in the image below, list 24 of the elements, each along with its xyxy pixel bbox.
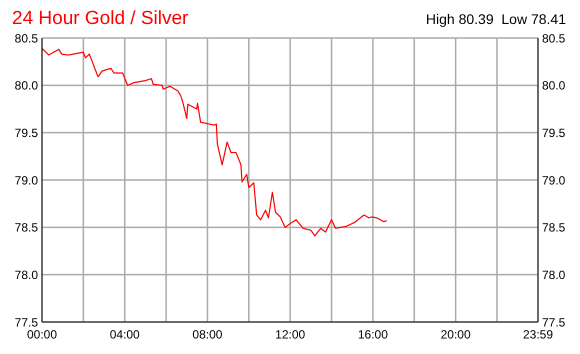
x-tick-label: 08:00 — [192, 328, 223, 342]
x-tick-label: 04:00 — [110, 328, 140, 342]
y-tick-label: 79.0 — [14, 173, 38, 188]
y2-tick-label: 77.5 — [542, 315, 566, 330]
y-tick-label: 78.0 — [14, 268, 38, 282]
y2-tick-label: 78.0 — [542, 268, 566, 282]
y2-tick-label: 80.5 — [542, 31, 566, 46]
x-tick-label: 20:00 — [440, 328, 471, 342]
x-tick-label: 23:59 — [522, 328, 554, 342]
y2-tick-label: 79.5 — [542, 126, 566, 140]
y-tick-label: 77.5 — [14, 315, 38, 330]
y2-tick-label: 78.5 — [542, 220, 566, 235]
line-series — [42, 48, 388, 236]
x-tick-label: 00:00 — [26, 328, 58, 342]
y2-tick-label: 79.0 — [542, 173, 566, 188]
text: High 80.39 Low 78.41 — [426, 11, 566, 27]
y-tick-label: 80.5 — [14, 31, 38, 46]
y2-tick-label: 80.0 — [542, 78, 566, 93]
y-tick-label: 79.5 — [14, 126, 38, 140]
chart-title: 24 Hour Gold / Silver — [12, 8, 188, 30]
y-tick-label: 80.0 — [14, 78, 38, 93]
y-tick-label: 78.5 — [14, 220, 38, 235]
x-tick-label: 12:00 — [275, 328, 306, 342]
x-tick-label: 16:00 — [358, 328, 388, 342]
